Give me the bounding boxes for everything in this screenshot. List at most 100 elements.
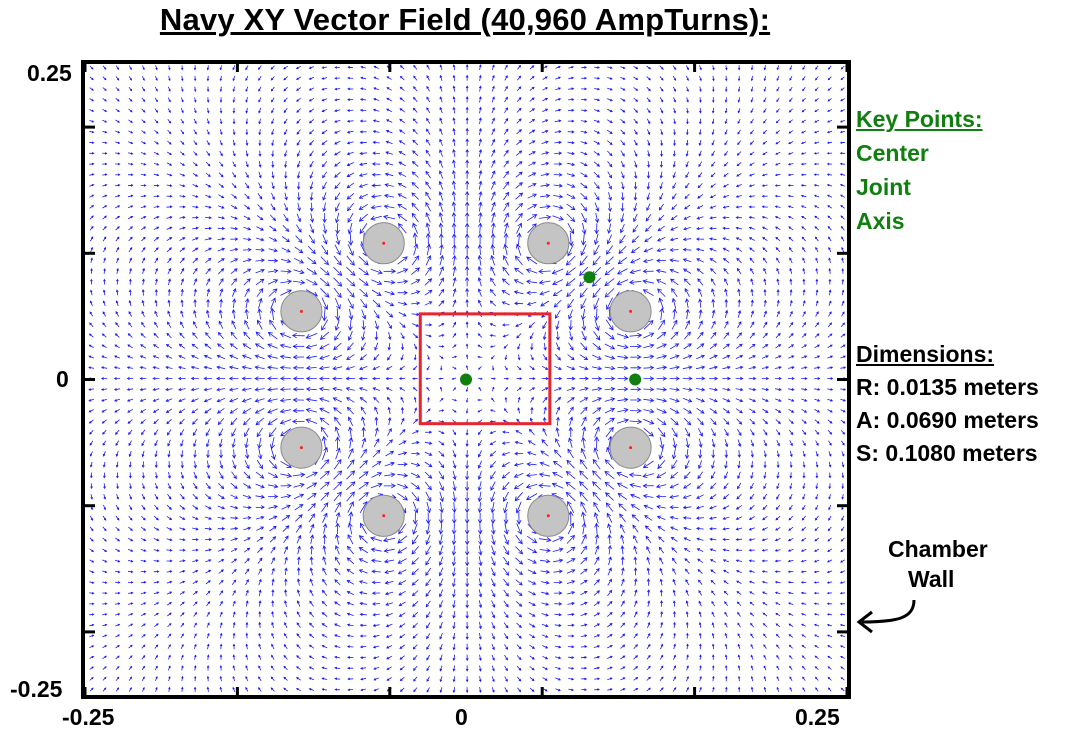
field-vector [515,171,523,178]
field-vector [478,578,483,588]
chamber-wall-label-line2: Wall [908,566,955,592]
field-vector [358,580,368,584]
field-vector [465,180,470,190]
field-vector [360,87,367,91]
field-vector [153,527,160,531]
field-vector [569,331,574,341]
field-vector [295,87,302,91]
field-vector [464,201,470,212]
field-vector [710,569,716,574]
field-vector [346,255,355,266]
field-vector [347,522,353,535]
field-vector [102,515,107,521]
field-vector [709,343,718,350]
field-vector [762,162,768,166]
field-vector [503,578,510,587]
field-vector [617,354,629,360]
field-vector [696,387,706,392]
field-vector [619,234,626,244]
field-vector [774,226,781,231]
field-vector [281,515,291,521]
field-vector [802,472,806,479]
field-vector [128,623,134,627]
field-vector [709,408,718,414]
field-vector [452,470,457,481]
field-vector [709,216,717,220]
field-vector [643,418,655,425]
field-vector [616,333,629,339]
field-vector [737,471,741,480]
field-vector [192,559,199,563]
field-vector [697,331,704,340]
field-vector [643,387,655,392]
field-vector [646,108,651,114]
field-vector [398,451,408,456]
field-vector [309,567,314,576]
field-vector [270,447,276,460]
field-vector [333,407,342,415]
field-vector [231,568,237,575]
field-vector [115,676,120,681]
field-vector [581,688,588,691]
field-vector [685,611,689,618]
field-vector [608,192,612,201]
field-vector [102,205,108,209]
field-vector [140,184,147,187]
field-vector [724,439,729,448]
field-vector [750,278,754,286]
field-vector [620,523,625,534]
field-vector [231,205,238,209]
field-vector [503,377,510,380]
field-vector [814,666,819,670]
field-vector [776,97,780,103]
field-vector [617,493,628,500]
field-vector [620,87,626,91]
field-vector [567,130,575,134]
field-vector [553,183,563,188]
field-vector [815,257,819,264]
field-vector [566,580,576,584]
field-vector [775,515,781,521]
field-vector [593,171,600,179]
field-vector [386,108,393,113]
field-vector [267,354,278,359]
field-vector [761,387,770,392]
field-vector [788,236,794,242]
field-vector [750,643,754,649]
field-vector [633,687,639,692]
field-vector [568,98,575,101]
field-vector [529,377,536,381]
field-vector [607,666,613,670]
field-vector [452,611,456,619]
field-vector [552,547,564,552]
field-vector [737,439,742,448]
field-vector [283,76,288,81]
field-vector [763,472,767,479]
field-vector [568,320,573,331]
field-vector [723,580,729,585]
field-vector [710,172,716,178]
field-vector [670,417,679,426]
field-vector [737,310,742,318]
field-vector [89,184,95,187]
field-vector [153,205,160,209]
field-vector [709,494,717,500]
field-vector [88,409,94,413]
field-vector [698,600,702,607]
field-vector [515,212,523,223]
field-vector [452,409,457,413]
field-vector [128,440,132,447]
field-vector [579,470,589,480]
field-vector [699,686,702,692]
field-vector [802,246,806,253]
field-vector [193,439,197,448]
field-vector [840,656,845,659]
field-vector [254,376,265,381]
field-vector [491,654,495,661]
field-vector [271,150,275,157]
field-vector [527,193,537,199]
field-vector [490,491,496,503]
field-vector [102,655,107,660]
field-vector [775,344,782,349]
field-vector [527,204,538,210]
